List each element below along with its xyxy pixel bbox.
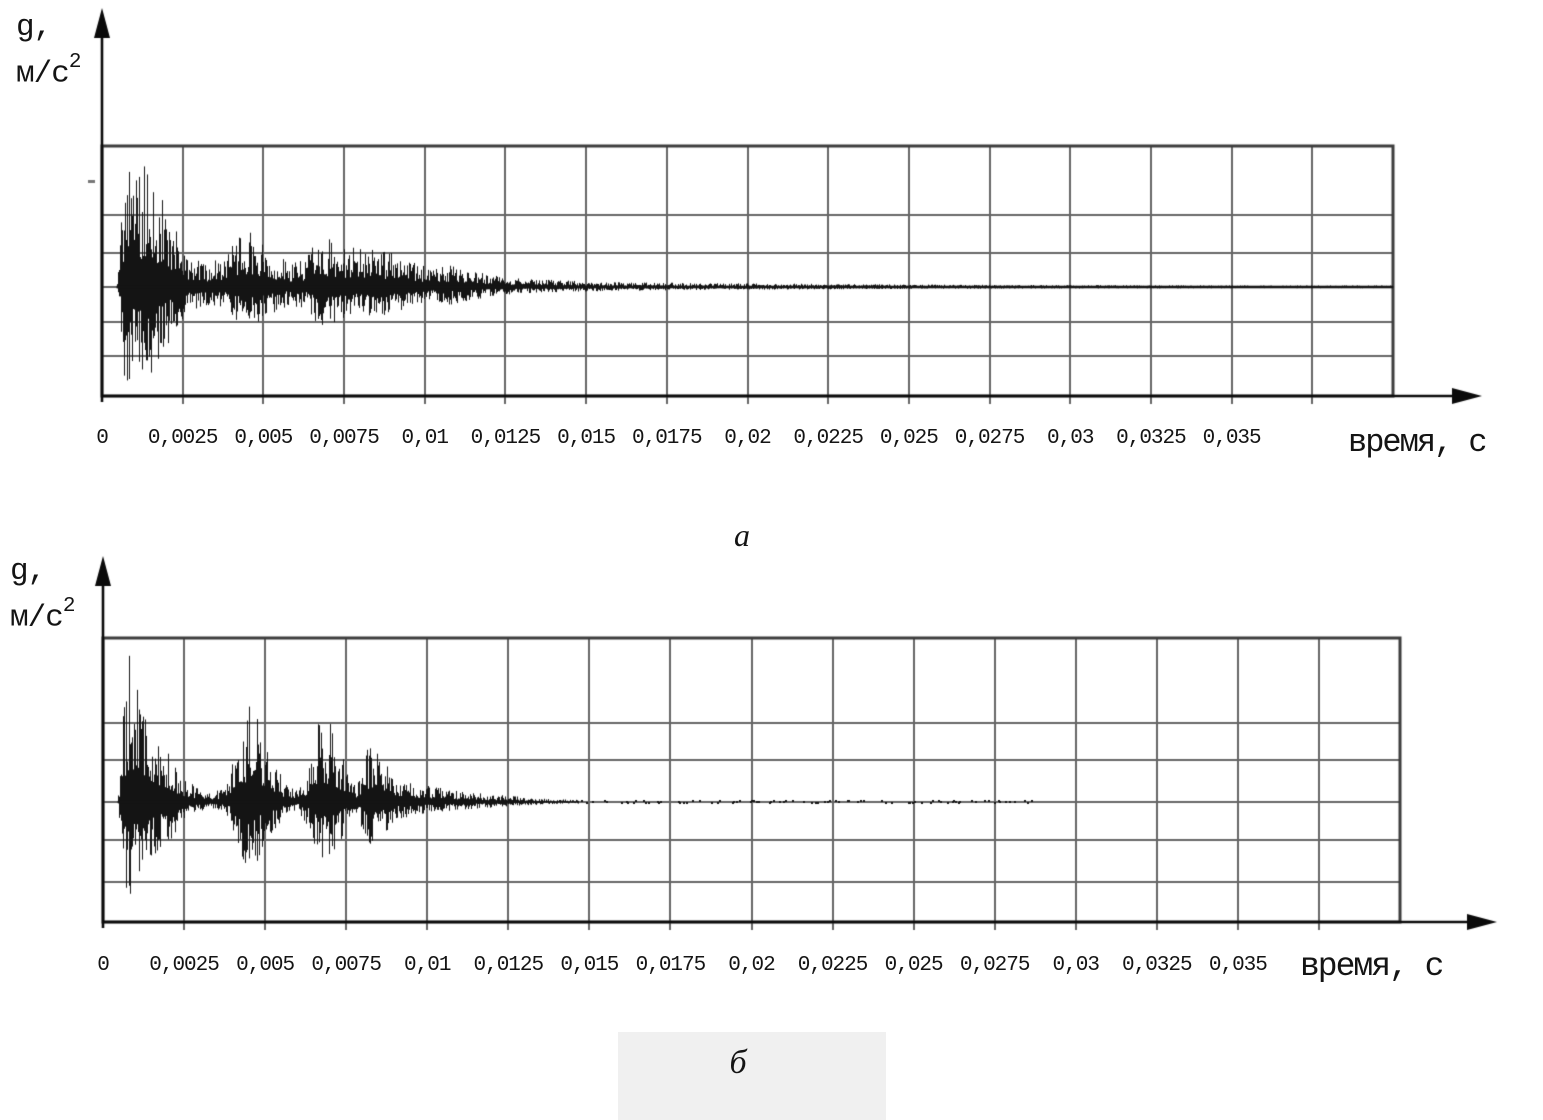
y-axis-label-a-sup: 2 <box>68 50 82 74</box>
y-axis-label-b-line1: g, <box>10 554 46 589</box>
x-tick-label: 0,0175 <box>632 427 703 450</box>
x-axis-label-b: время, с <box>1300 948 1444 985</box>
y-axis-label-b-line2: м/с <box>10 600 64 636</box>
x-tick-label: 0,015 <box>557 427 616 450</box>
x-tick-label: 0,01 <box>401 427 449 450</box>
x-tick-label: 0,0225 <box>797 954 869 977</box>
x-tick-label: 0,0075 <box>309 427 380 450</box>
x-tick-label: 0,0075 <box>311 954 382 977</box>
x-tick-label: 0,0325 <box>1116 427 1187 450</box>
x-tick-label: 0,0125 <box>470 427 542 450</box>
x-tick-label: 0,0025 <box>147 427 219 450</box>
x-tick-label: 0,035 <box>1202 427 1262 450</box>
y-axis-label-a: g, м/с2 <box>16 6 82 97</box>
waveform-plot-a <box>0 0 1543 480</box>
x-tick-label: 0,02 <box>724 427 771 450</box>
x-tick-label: 0 <box>97 954 110 977</box>
x-tick-label: 0,03 <box>1052 954 1100 977</box>
caption-highlight-b <box>618 1032 886 1120</box>
panel-caption-b: б <box>729 1044 747 1081</box>
panel-caption-a: а <box>734 517 750 553</box>
x-tick-label: 0 <box>96 427 109 450</box>
x-tick-label: 0,015 <box>560 954 619 977</box>
x-tick-label: 0,0275 <box>959 954 1031 977</box>
x-tick-label: 0,035 <box>1208 954 1268 977</box>
x-tick-label: 0,0175 <box>635 954 707 977</box>
x-axis-label-a: время, с <box>1348 424 1488 461</box>
waveform-plot-b <box>0 530 1543 1010</box>
x-tick-label: 0,03 <box>1047 427 1094 450</box>
x-tick-label: 0,0275 <box>954 427 1026 450</box>
x-tick-label: 0,005 <box>236 954 295 977</box>
x-tick-label: 0,025 <box>884 954 944 977</box>
x-tick-label: 0,01 <box>404 954 451 977</box>
y-axis-label-b: g, м/с2 <box>10 550 76 641</box>
x-tick-label: 0,0125 <box>473 954 545 977</box>
x-tick-label: 0,025 <box>879 427 939 450</box>
x-tick-label: 0,0325 <box>1122 954 1193 977</box>
x-tick-label: 0,0025 <box>149 954 220 977</box>
x-tick-label: 0,02 <box>728 954 775 977</box>
x-tick-label: 0,005 <box>234 427 293 450</box>
x-tick-label: 0,0225 <box>793 427 864 450</box>
y-axis-label-a-line1: g, <box>16 10 52 45</box>
y-axis-label-b-sup: 2 <box>62 594 76 618</box>
y-axis-label-a-line2: м/с <box>16 56 70 92</box>
